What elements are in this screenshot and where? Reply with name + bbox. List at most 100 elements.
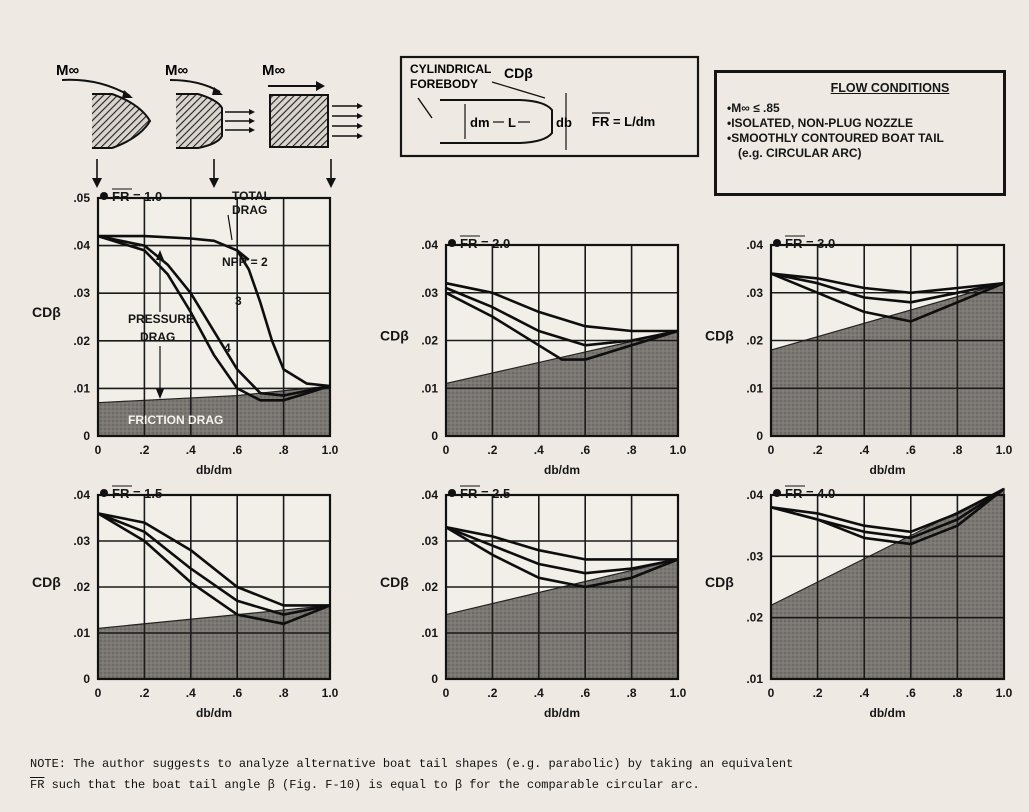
y-axis-label: CDβ [380, 574, 409, 590]
x-tick-label: .6 [232, 443, 242, 457]
x-tick-label: .6 [580, 443, 590, 457]
y-tick-label: .04 [421, 488, 438, 502]
mach-label-1: M∞ [56, 62, 79, 79]
y-tick-label: .03 [73, 286, 90, 300]
plot-frame [769, 243, 1006, 438]
y-tick-label: .02 [746, 334, 763, 348]
x-tick-label: 1.0 [670, 686, 687, 700]
nozzle-sketch-3: M∞ [262, 62, 363, 188]
x-tick-label: .8 [952, 443, 962, 457]
x-tick-label: 0 [768, 686, 775, 700]
flow-conditions-title: FLOW CONDITIONS [830, 81, 950, 95]
chart-title: FR = 2.5 [460, 486, 510, 501]
chart-panel-5: 0 .2 .4 .6 .8 1.0 .04 .03 .02 .01 0 db/dm CDβ FR = 2.… [380, 485, 687, 720]
annotation-npr-2: NPR = 2 [222, 255, 268, 269]
y-axis-label: CDβ [705, 328, 734, 344]
forebody-cd-label: CDβ [504, 65, 533, 81]
x-tick-label: .8 [627, 686, 637, 700]
y-tick-label: .03 [746, 286, 763, 300]
x-tick-label: .4 [534, 443, 544, 457]
x-axis-label: db/dm [544, 463, 580, 477]
pressure-arrowhead-up [156, 250, 164, 260]
flow-condition-nozzle: ISOLATED, NON-PLUG NOZZLE [727, 116, 993, 130]
x-tick-label: .4 [186, 443, 196, 457]
flow-condition-mach: M∞ ≤ .85 [727, 101, 993, 115]
y-tick-label: .02 [421, 580, 438, 594]
chart-title: FR = 2.0 [460, 236, 510, 251]
y-tick-label: .04 [421, 238, 438, 252]
y-tick-label: .04 [73, 488, 90, 502]
annotation-leader [227, 214, 233, 241]
x-tick-label: .2 [487, 443, 497, 457]
chart-title: FR = 1.0 [112, 189, 162, 204]
x-tick-label: .8 [279, 443, 289, 457]
footnote-fr-symbol: FR [30, 778, 45, 792]
y-axis-label: CDβ [380, 328, 409, 344]
x-tick-label: 1.0 [322, 443, 339, 457]
y-tick-label: .01 [73, 626, 90, 640]
series-line-3 [97, 512, 331, 626]
plot-frame [444, 243, 680, 438]
forebody-diagram: CYLINDRICAL FOREBODY CDβ dm L db FR = L/… [399, 55, 700, 158]
series-line-2 [445, 525, 679, 575]
plot-frame [444, 493, 680, 681]
y-tick-label: 0 [83, 429, 90, 443]
flow-condition-example: (e.g. CIRCULAR ARC) [738, 146, 862, 160]
annotation-pressure: PRESSURE [128, 312, 194, 326]
series-line-1 [445, 281, 678, 333]
series-line-1 [770, 272, 1005, 295]
title-dot-marker [773, 489, 781, 497]
x-tick-label: 1.0 [996, 443, 1013, 457]
x-tick-label: 0 [443, 686, 450, 700]
footnote-line-1: NOTE: The author suggests to analyze alt… [30, 757, 794, 771]
plot-frame [769, 493, 1006, 681]
y-axis-label: CDβ [32, 304, 61, 320]
x-tick-label: .2 [139, 686, 149, 700]
x-tick-label: .8 [952, 686, 962, 700]
db-label: db [556, 115, 572, 130]
flow-condition-boattail: SMOOTHLY CONTOURED BOAT TAIL [727, 131, 993, 145]
y-tick-label: .02 [73, 334, 90, 348]
x-tick-label: 1.0 [670, 443, 687, 457]
y-tick-label: .04 [746, 238, 763, 252]
title-dot-marker [448, 239, 456, 247]
series-line-2 [97, 512, 331, 616]
x-axis-label: db/dm [196, 463, 232, 477]
x-tick-label: 1.0 [996, 686, 1013, 700]
x-tick-label: .4 [186, 686, 196, 700]
L-label: L [508, 115, 516, 130]
y-tick-label: .04 [746, 488, 763, 502]
y-tick-label: 0 [83, 672, 90, 686]
x-tick-label: .6 [580, 686, 590, 700]
series-line-1 [770, 487, 1005, 534]
annotation-pressure-drag: DRAG [140, 330, 175, 344]
flow-conditions-box: FLOW CONDITIONS M∞ ≤ .85 ISOLATED, NON-P… [714, 70, 1006, 196]
y-tick-label: 0 [431, 429, 438, 443]
x-axis-label: db/dm [870, 463, 906, 477]
title-dot-marker [100, 489, 108, 497]
y-tick-label: .02 [421, 334, 438, 348]
y-tick-label: .03 [421, 286, 438, 300]
x-axis-label: db/dm [870, 706, 906, 720]
y-tick-label: 0 [431, 672, 438, 686]
y-tick-label: .04 [73, 239, 90, 253]
chart-panel-3: 0 .2 .4 .6 .8 1.0 .04 .03 .02 .01 0 db/dm CDβ FR = 3.… [705, 235, 1013, 477]
x-tick-label: .6 [232, 686, 242, 700]
x-tick-label: 0 [768, 443, 775, 457]
forebody-label-line2: FOREBODY [410, 77, 478, 91]
fr-formula: FR = L/dm [592, 114, 655, 129]
nozzle-sketches: M∞ M∞ M∞ [56, 62, 363, 188]
y-tick-label: .01 [73, 381, 90, 395]
x-tick-label: .4 [534, 686, 544, 700]
x-tick-label: .2 [813, 686, 823, 700]
forebody-label-line1: CYLINDRICAL [410, 62, 491, 76]
charts-layer: 0 .2 .4 .6 .8 1.0 .05 .04 .03 .02 .01 0 db/dm CDβ FR =… [32, 188, 1013, 720]
x-tick-label: 0 [95, 443, 102, 457]
x-tick-label: .8 [279, 686, 289, 700]
series-line-1 [97, 512, 330, 607]
chart-title: FR = 4.0 [785, 486, 835, 501]
x-tick-label: 0 [95, 686, 102, 700]
chart-panel-6: 0 .2 .4 .6 .8 1.0 .04 .03 .02 .01 db/dm CDβ FR = 4.0 [705, 485, 1013, 720]
